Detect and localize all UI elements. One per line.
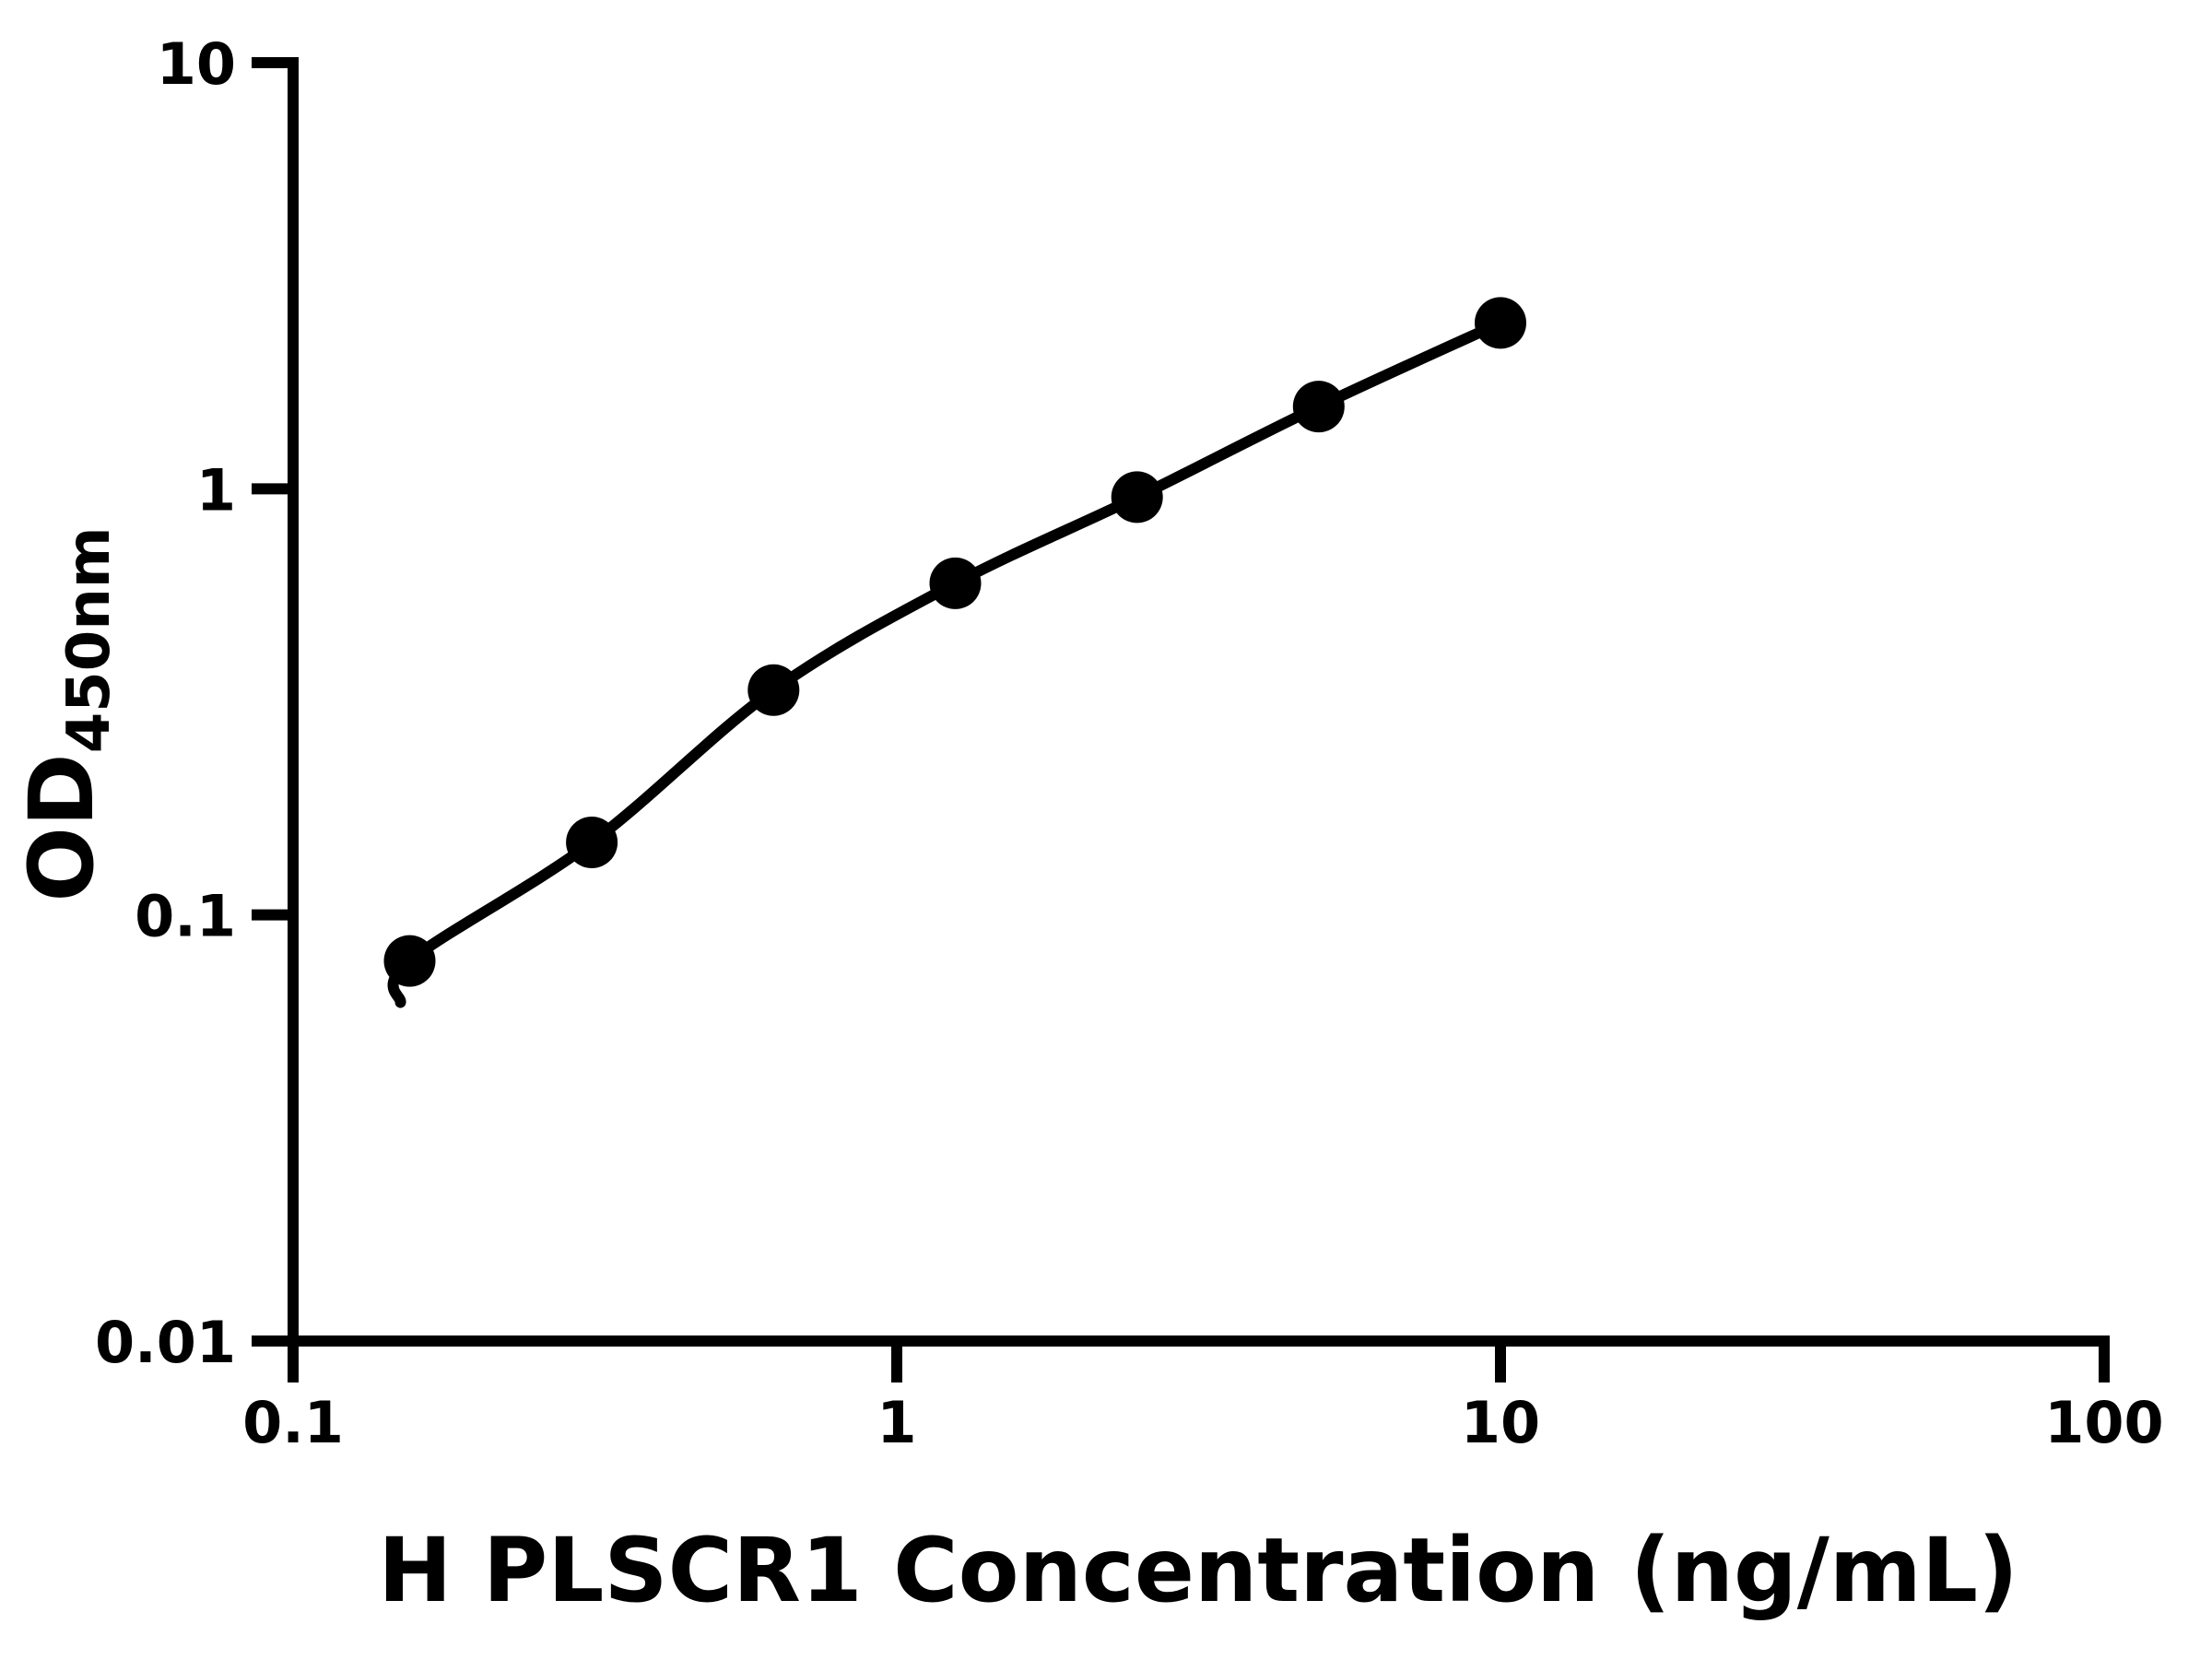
y-tick-label: 0.1 (135, 883, 236, 950)
data-points-layer (383, 297, 1526, 987)
data-point (383, 935, 436, 987)
axis-spines (252, 57, 2110, 1382)
x-tick-label: 10 (1461, 1389, 1540, 1456)
y-axis-title: OD450nm (10, 526, 124, 901)
y-axis-title-main: OD (10, 753, 113, 901)
data-point (747, 664, 800, 716)
y-tick-label: 10 (157, 30, 236, 98)
data-point (929, 557, 982, 609)
data-point (1111, 471, 1163, 524)
x-tick-label: 100 (2044, 1389, 2163, 1456)
data-point (1475, 297, 1526, 349)
y-tick-label: 1 (196, 456, 236, 524)
data-point (566, 817, 618, 868)
data-point (1292, 381, 1345, 433)
x-tick-label: 0.1 (242, 1389, 344, 1456)
x-tick-label: 1 (877, 1389, 916, 1456)
axes-layer (252, 57, 2110, 1382)
y-axis-title-subscript: 450nm (55, 526, 124, 753)
x-axis-title: H PLSCR1 Concentration (ng/mL) (378, 1519, 2018, 1622)
y-tick-label: 0.01 (95, 1309, 236, 1376)
